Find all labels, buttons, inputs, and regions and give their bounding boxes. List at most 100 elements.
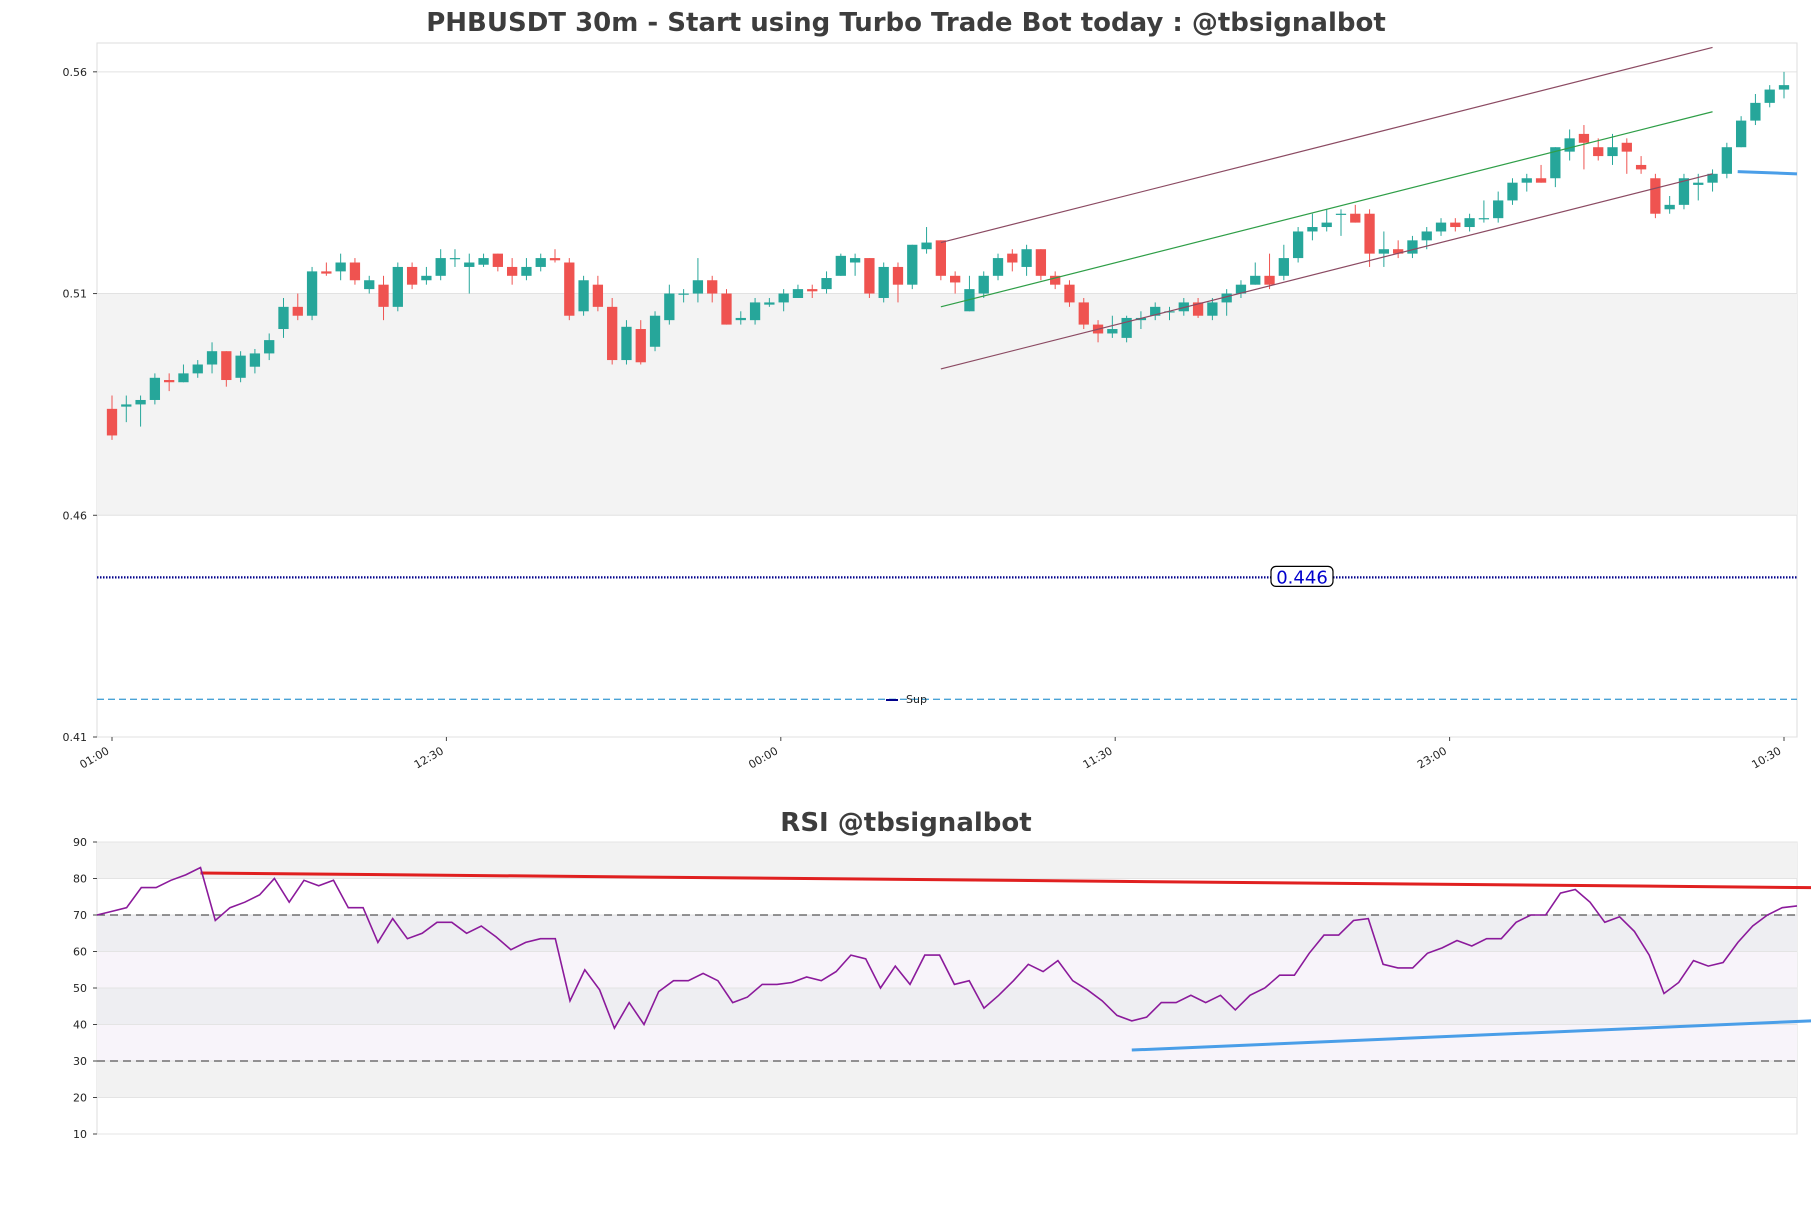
candle xyxy=(578,276,588,316)
candle xyxy=(1722,143,1732,178)
candle-body xyxy=(636,329,646,362)
candle-body xyxy=(836,256,846,276)
rsi-band xyxy=(97,915,1797,952)
rsi-y-ticks: 90 80 70 60 50 40 30 20 10 xyxy=(73,836,97,1141)
candle-body xyxy=(1064,285,1074,303)
candle-body xyxy=(521,267,531,276)
candle-body xyxy=(393,267,403,307)
candle-body xyxy=(1207,302,1217,315)
candle xyxy=(564,258,574,320)
candle-body xyxy=(1593,147,1603,156)
support-price-tag: 0.446 xyxy=(1271,566,1333,588)
candle-body xyxy=(178,373,188,382)
candle-body xyxy=(421,276,431,280)
candle-body xyxy=(821,278,831,289)
candle-body xyxy=(721,294,731,325)
candle-body xyxy=(193,365,203,374)
candle-body xyxy=(1021,249,1031,267)
chart-svg: 0.560.510.460.41 01:00 12:30 00:00 11:30 23:… xyxy=(0,0,1811,1208)
candle-body xyxy=(1536,178,1546,182)
price-x-tick-label: 12:30 xyxy=(412,744,446,771)
candle xyxy=(836,254,846,276)
candle-body xyxy=(1307,227,1317,231)
candle-body xyxy=(807,289,817,291)
candle-body xyxy=(507,267,517,276)
candle-body xyxy=(1293,231,1303,258)
rsi-chart-title: RSI @tbsignalbot xyxy=(780,808,1031,838)
candle-body xyxy=(1364,214,1374,254)
candle xyxy=(393,263,403,312)
candle-body xyxy=(1464,218,1474,227)
candle-body xyxy=(1479,218,1489,219)
candle xyxy=(607,298,617,365)
candle-body xyxy=(321,271,331,273)
candle-body xyxy=(1779,85,1789,89)
candle-body xyxy=(464,263,474,267)
candle-body xyxy=(850,258,860,262)
candle-body xyxy=(1264,276,1274,285)
candle xyxy=(150,373,160,404)
price-x-tick-label: 00:00 xyxy=(746,744,780,771)
candle-body xyxy=(1250,276,1260,285)
candle-body xyxy=(1665,205,1675,209)
candle-body xyxy=(250,353,260,366)
candle-body xyxy=(278,307,288,329)
candle-body xyxy=(564,263,574,316)
candle xyxy=(1650,174,1660,218)
price-y-ticks: 0.560.510.460.41 xyxy=(63,66,98,744)
candle-body xyxy=(121,404,131,406)
candle-body xyxy=(336,263,346,272)
candle-body xyxy=(1493,200,1503,218)
price-x-tick-label: 01:00 xyxy=(78,744,112,771)
legend-label-sup: Sup xyxy=(906,693,927,706)
candle-body xyxy=(893,267,903,285)
rsi-band xyxy=(97,1061,1797,1098)
rsi-y-tick-label: 20 xyxy=(73,1092,87,1105)
rsi-panel: 908070605040302010 RSI @tbsignalbot xyxy=(73,808,1811,1141)
price-x-ticks: 01:00 12:30 00:00 11:30 23:00 10:30 xyxy=(78,737,1784,771)
price-chart-title: PHBUSDT 30m - Start using Turbo Trade Bo… xyxy=(426,8,1386,38)
candle-body xyxy=(750,302,760,320)
candle xyxy=(879,263,889,303)
candle-body xyxy=(936,240,946,275)
candle-body xyxy=(350,263,360,281)
rsi-y-tick-label: 30 xyxy=(73,1055,87,1068)
candle-body xyxy=(950,276,960,283)
candle xyxy=(1036,249,1046,280)
rsi-y-tick-label: 90 xyxy=(73,836,87,849)
rsi-y-tick-label: 70 xyxy=(73,909,87,922)
candle xyxy=(650,311,660,351)
rsi-band xyxy=(97,988,1797,1025)
candle-body xyxy=(1579,134,1589,143)
candle-body xyxy=(693,280,703,293)
candle xyxy=(1079,298,1089,329)
candle-body xyxy=(478,258,488,265)
rsi-y-tick-label: 50 xyxy=(73,982,87,995)
candle-body xyxy=(1036,249,1046,276)
candle-body xyxy=(1322,223,1332,227)
candle-body xyxy=(493,254,503,267)
candle xyxy=(1736,116,1746,147)
price-x-tick-label: 10:30 xyxy=(1750,744,1784,771)
candle-body xyxy=(1079,302,1089,324)
candle-body xyxy=(1622,143,1632,152)
candle-body xyxy=(650,316,660,347)
candle-body xyxy=(450,258,460,259)
candle-body xyxy=(1750,103,1760,121)
candle-body xyxy=(879,267,889,298)
price-y-tick-label: 0.56 xyxy=(63,66,88,79)
candle-body xyxy=(1636,165,1646,169)
price-y-tick-label: 0.41 xyxy=(63,731,88,744)
candle-body xyxy=(378,285,388,307)
candle-body xyxy=(107,409,117,436)
price-y-tick-label: 0.46 xyxy=(63,509,88,522)
candle-body xyxy=(736,318,746,320)
price-x-tick-label: 11:30 xyxy=(1081,744,1115,771)
candle xyxy=(864,258,874,298)
candle-body xyxy=(1765,90,1775,103)
candle-body xyxy=(993,258,1003,276)
chart-canvas: 0.56 0.51 0.46 0.41 01:00 12:30 00:00 11:30 23:… xyxy=(0,0,1811,1208)
candle-body xyxy=(1336,214,1346,215)
candle-body xyxy=(1279,258,1289,276)
candle-body xyxy=(293,307,303,316)
